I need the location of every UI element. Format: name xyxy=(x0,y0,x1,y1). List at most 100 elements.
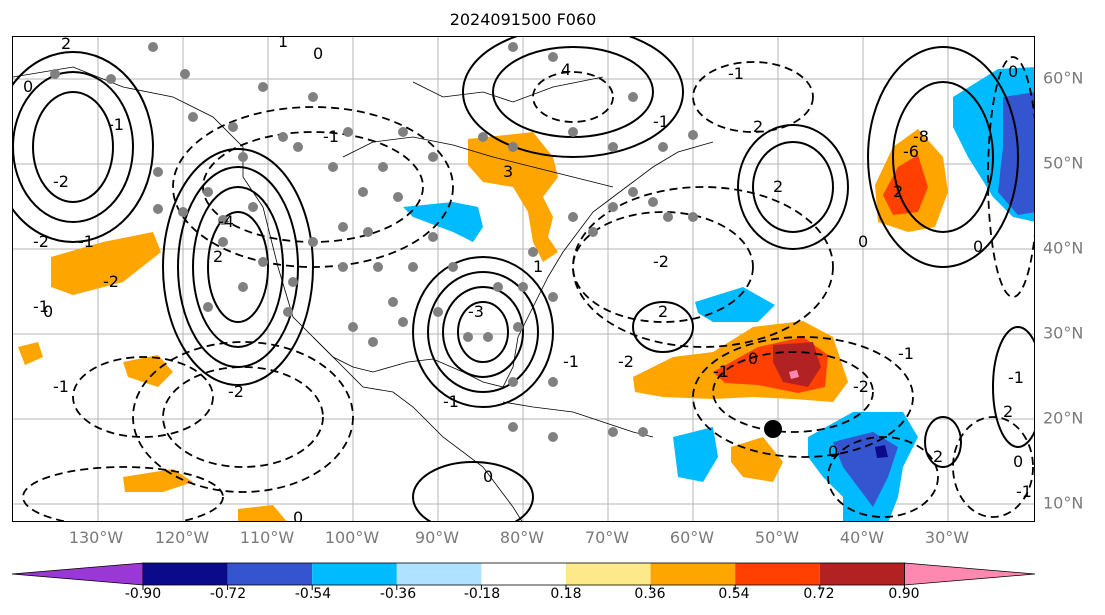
red-anomaly-north-atlantic xyxy=(883,155,928,215)
contour-label: 0 xyxy=(748,349,758,368)
coastlines xyxy=(13,66,714,521)
contour-label: 0 xyxy=(858,232,868,251)
colorbar-tick: 0.54 xyxy=(718,586,750,602)
lat-label: 50°N xyxy=(1043,153,1084,173)
contour-label: 2 xyxy=(1003,402,1013,421)
contour-label: -2 xyxy=(228,382,244,401)
shaded-fields xyxy=(18,67,1034,521)
contour-label: -1 xyxy=(563,352,579,371)
contour-label: 0 xyxy=(43,302,53,321)
contour-label: -1 xyxy=(323,127,339,146)
contour-label: 2 xyxy=(61,37,71,53)
contour-label: -8 xyxy=(913,127,929,146)
negative-anomaly-great-lakes xyxy=(403,202,483,242)
lon-label: 110°W xyxy=(239,528,295,547)
contour-label: -2 xyxy=(653,252,669,271)
contour-label: -1 xyxy=(1016,482,1032,501)
lon-label: 70°W xyxy=(584,528,630,547)
navy-negative-south-atlantic xyxy=(875,445,888,458)
contour-label: 0 xyxy=(828,442,838,461)
lat-label: 20°N xyxy=(1043,408,1084,428)
colorbar-tick: 0.72 xyxy=(803,586,835,602)
colorbar-segment xyxy=(312,563,397,585)
storm-center-marker xyxy=(764,420,782,438)
colorbar-segment xyxy=(650,563,736,585)
lat-label: 30°N xyxy=(1043,323,1084,343)
lon-label: 100°W xyxy=(324,528,380,547)
map-canvas: 2 1 0 0 4 -1 -1 -2 -1 2 -1 2 -4 2 3 -3 -… xyxy=(13,37,1034,521)
contour-label: 0 xyxy=(23,77,33,96)
contour-label: -2 xyxy=(103,272,119,291)
lon-label: 90°W xyxy=(414,528,460,547)
contour-label: -1 xyxy=(898,344,914,363)
contour-label: -4 xyxy=(218,212,234,231)
negative-anomaly-caribbean-east xyxy=(673,427,718,482)
positive-anomaly-pacific xyxy=(51,232,161,295)
colorbar xyxy=(11,562,1036,590)
positive-anomaly-pacific-south xyxy=(123,469,193,492)
colorbar-tick: -0.72 xyxy=(209,586,247,602)
contour-label: 3 xyxy=(503,162,513,181)
positive-anomaly-caribbean-east xyxy=(731,437,783,482)
colorbar-segment xyxy=(396,563,482,585)
positive-anomaly-mexico-west xyxy=(18,342,43,365)
lat-label: 40°N xyxy=(1043,238,1084,258)
contour-label: 2 xyxy=(213,247,223,266)
colorbar-tick: -0.90 xyxy=(124,586,162,602)
contour-label-group: 2 1 0 0 4 -1 -1 -2 -1 2 -1 2 -4 2 3 -3 -… xyxy=(23,37,1032,521)
contour-label: -6 xyxy=(903,142,919,161)
contour-label: -2 xyxy=(853,377,869,396)
colorbar-tick: -0.36 xyxy=(379,586,417,602)
lon-label: 130°W xyxy=(68,528,124,547)
contour-label: -1 xyxy=(78,232,94,251)
lon-label: 60°W xyxy=(669,528,715,547)
contour-label: -1 xyxy=(713,362,729,381)
positive-anomaly-gulf xyxy=(123,355,173,387)
lat-label: 60°N xyxy=(1043,68,1084,88)
lon-label: 30°W xyxy=(924,528,970,547)
negative-anomaly-atlantic-mid xyxy=(695,287,775,322)
contour-label: -1 xyxy=(443,392,459,411)
contour-label: 0 xyxy=(483,467,493,486)
contour-label: 1 xyxy=(278,37,288,51)
lon-label: 80°W xyxy=(499,528,545,547)
contour-label: -1 xyxy=(653,112,669,131)
lon-label: 40°W xyxy=(839,528,885,547)
contour-label: 0 xyxy=(973,237,983,256)
map-title: 2024091500 F060 xyxy=(449,10,597,29)
colorbar-tick: -0.54 xyxy=(294,586,332,602)
colorbar-segments xyxy=(11,562,1036,590)
colorbar-extend-low xyxy=(11,562,144,586)
contour-label: -1 xyxy=(1008,368,1024,387)
contour-label: 0 xyxy=(1013,452,1023,471)
lon-label: 120°W xyxy=(154,528,210,547)
contour-label: 0 xyxy=(1008,62,1018,81)
contour-label: 0 xyxy=(313,44,323,63)
contour-label: 2 xyxy=(893,182,903,201)
positive-anomaly-pacific-bottom xyxy=(238,505,287,521)
colorbar-frame xyxy=(142,562,905,586)
contour-label: 2 xyxy=(753,117,763,136)
colorbar-segment xyxy=(566,563,651,585)
contour-label: -3 xyxy=(468,302,484,321)
contour-label: -2 xyxy=(618,352,634,371)
colorbar-segment xyxy=(143,563,228,585)
contour-label: 1 xyxy=(533,257,543,276)
positive-anomaly-great-lakes xyxy=(468,132,558,262)
colorbar-tick: 0.18 xyxy=(550,586,582,602)
contour-label: 2 xyxy=(933,447,943,466)
colorbar-tick: -0.18 xyxy=(463,586,501,602)
contour-label: -1 xyxy=(728,64,744,83)
strong-negative-north-east xyxy=(998,92,1034,215)
colorbar-segment xyxy=(481,563,566,585)
pink-anomaly-atlantic xyxy=(789,370,799,379)
dashed-contours xyxy=(22,56,1034,521)
solid-contours xyxy=(13,37,1034,521)
lat-label: 10°N xyxy=(1043,493,1084,513)
contour-label: -1 xyxy=(108,115,124,134)
colorbar-segment xyxy=(227,563,313,585)
contour-label: 4 xyxy=(561,60,571,79)
colorbar-extend-high xyxy=(904,562,1036,586)
contour-label: -1 xyxy=(33,297,49,316)
contour-label: -2 xyxy=(53,172,69,191)
